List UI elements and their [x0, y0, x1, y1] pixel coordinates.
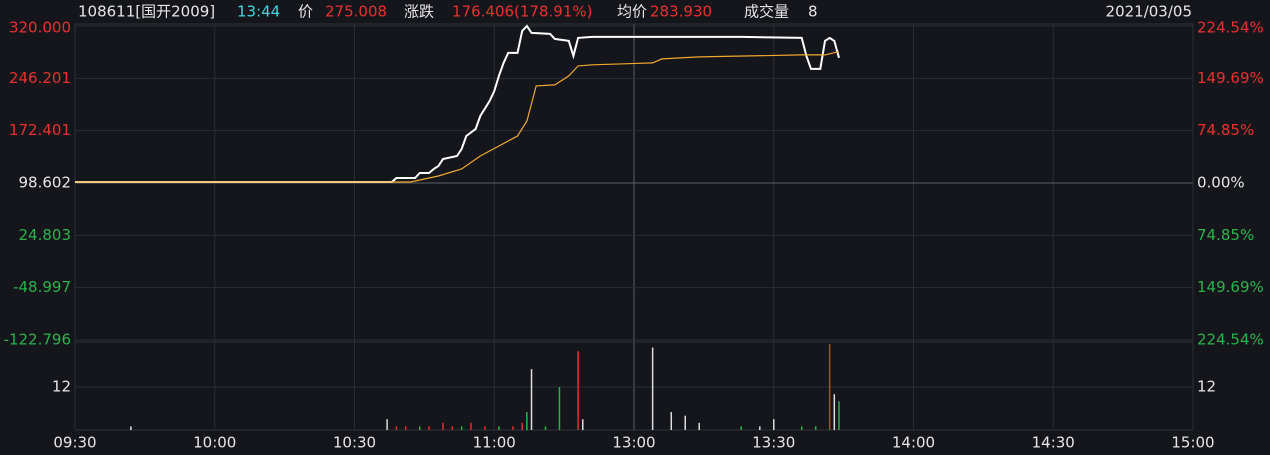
volume-bar	[130, 426, 132, 430]
volume-bar	[512, 426, 514, 430]
volume-bar	[670, 412, 673, 430]
volume-bar	[521, 422, 523, 430]
x-tick-label: 14:00	[892, 434, 935, 452]
volume-bar	[759, 426, 761, 430]
avg: 283.930	[650, 3, 712, 21]
volume-tick-label-right: 12	[1197, 378, 1216, 396]
y2-tick-label: 74.85%	[1197, 121, 1254, 139]
y2-tick-label: 224.54%	[1197, 19, 1264, 37]
volume-bar	[773, 419, 775, 430]
change-label: 涨跌	[404, 3, 434, 21]
volume-bar	[833, 394, 836, 430]
volume-bar	[404, 426, 407, 430]
volume-label: 成交量	[744, 3, 789, 21]
y2-tick-label: 149.69%	[1197, 69, 1264, 87]
y-tick-label: 98.602	[19, 174, 72, 192]
volume-bar	[442, 422, 444, 430]
average-line	[75, 51, 840, 183]
date: 2021/03/05	[1106, 3, 1192, 21]
volume-bar	[530, 369, 533, 430]
x-tick-label: 13:00	[612, 434, 655, 452]
volume-bar	[395, 426, 398, 430]
x-tick-label: 10:30	[333, 434, 376, 452]
volume-bar	[451, 426, 454, 430]
x-tick-label: 10:00	[193, 434, 236, 452]
price-line	[75, 24, 840, 183]
volume-bar	[544, 426, 547, 430]
volume-bar	[814, 426, 817, 430]
code-name: 108611[国开2009]	[78, 3, 215, 21]
volume-bar	[577, 351, 579, 430]
avg-label: 均价	[617, 3, 647, 21]
price: 275.008	[325, 3, 387, 21]
volume-bar	[418, 426, 421, 430]
volume-bar	[470, 422, 472, 430]
y2-tick-label: 74.85%	[1197, 226, 1254, 244]
x-tick-label: 09:30	[53, 434, 96, 452]
x-tick-label: 15:00	[1171, 434, 1214, 452]
volume-bar	[386, 419, 388, 430]
volume-bar	[838, 401, 840, 430]
volume-bar	[498, 426, 500, 430]
volume-tick-label: 12	[52, 378, 71, 396]
volume: 8	[808, 3, 818, 21]
x-tick-label: 13:30	[752, 434, 795, 452]
y-tick-label: 172.401	[9, 121, 71, 139]
y-tick-label: 24.803	[19, 226, 72, 244]
y-tick-label: -48.997	[13, 278, 71, 296]
volume-bar	[740, 426, 742, 430]
y2-tick-label: 224.54%	[1197, 331, 1264, 349]
x-tick-label: 11:00	[473, 434, 516, 452]
y-tick-label: 246.201	[9, 69, 71, 87]
volume-bar	[684, 415, 686, 430]
volume-bar	[460, 426, 463, 430]
price-label: 价	[298, 3, 313, 21]
time: 13:44	[237, 3, 280, 21]
volume-bar	[484, 426, 486, 430]
change: 176.406(178.91%)	[452, 3, 592, 21]
y-tick-label: -122.796	[4, 331, 71, 349]
volume-bar	[698, 422, 700, 430]
y2-tick-label: 0.00%	[1197, 174, 1245, 192]
volume-bar	[428, 426, 430, 430]
volume-bar	[526, 412, 528, 430]
volume-bar	[582, 419, 584, 430]
y2-tick-label: 149.69%	[1197, 278, 1264, 296]
volume-bar	[651, 347, 654, 430]
volume-bar	[800, 426, 803, 430]
volume-bar	[828, 344, 831, 430]
volume-bar	[558, 387, 561, 430]
x-tick-label: 14:30	[1032, 434, 1075, 452]
y-tick-label: 320.000	[9, 19, 71, 37]
